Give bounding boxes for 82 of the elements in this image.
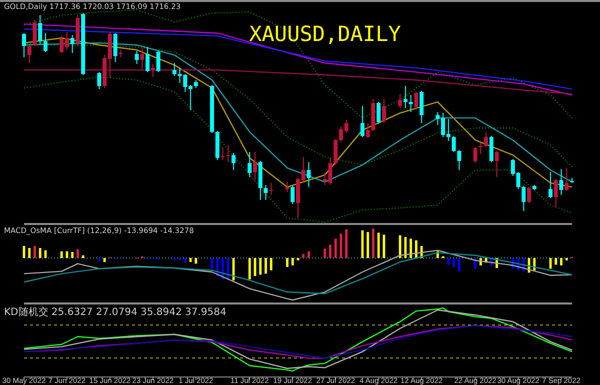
bar [554, 258, 558, 265]
candlestick [140, 48, 144, 70]
candlestick [334, 138, 338, 166]
bar [291, 258, 294, 266]
candlestick [554, 178, 558, 208]
candlestick [564, 167, 569, 192]
candlestick [420, 90, 424, 124]
candlestick [134, 50, 139, 65]
candlestick [398, 93, 402, 108]
bar [560, 258, 562, 266]
candlestick [414, 91, 418, 110]
chart-title: XAUUSD,DAILY [249, 22, 402, 46]
candlestick [522, 186, 526, 212]
bar [366, 232, 370, 258]
bar [98, 258, 100, 262]
bar [264, 258, 267, 274]
bar [60, 251, 63, 258]
candlestick [376, 101, 381, 124]
candlestick [408, 94, 413, 113]
bar [28, 248, 31, 258]
candlestick [113, 32, 118, 62]
candlestick [22, 32, 26, 58]
bar [82, 255, 84, 258]
candlestick [290, 186, 295, 205]
bar [410, 238, 412, 258]
candlestick [366, 122, 370, 139]
bar [71, 252, 74, 258]
candlestick [473, 146, 478, 164]
bar [194, 258, 198, 264]
bar [270, 258, 272, 270]
candlestick [478, 142, 483, 155]
candlestick [403, 85, 408, 108]
candlestick [484, 131, 488, 148]
candlestick [360, 106, 364, 138]
candlestick [452, 136, 456, 152]
bar [452, 258, 456, 267]
candlestick [172, 62, 176, 76]
bar [286, 258, 288, 267]
candlestick [150, 64, 155, 78]
candlestick [38, 14, 42, 44]
candlestick [559, 168, 564, 196]
bar [458, 258, 460, 272]
candlestick [306, 162, 311, 188]
annotation: KD随机交 25.6327 27.0794 35.8942 37.9584 [4, 306, 226, 318]
candlestick [248, 151, 252, 178]
candlestick [489, 136, 494, 163]
candlestick [285, 181, 290, 192]
candlestick [382, 98, 386, 124]
candlestick [527, 186, 532, 204]
candlestick [253, 151, 258, 181]
bar [76, 249, 79, 258]
candlestick [32, 19, 37, 47]
candlestick [220, 146, 225, 160]
candlestick [232, 152, 236, 171]
bar [398, 235, 402, 258]
bar [308, 251, 310, 258]
bar [302, 254, 305, 258]
bar [377, 232, 380, 258]
candlestick [548, 172, 553, 198]
bar [324, 248, 326, 258]
bar [38, 248, 42, 258]
bar [184, 258, 186, 263]
candlestick [27, 44, 32, 64]
candlestick [97, 72, 102, 90]
candlestick [156, 50, 160, 73]
bar [248, 258, 251, 280]
candlestick [70, 34, 74, 54]
bar [447, 258, 450, 265]
bar [334, 238, 337, 258]
candlestick [494, 150, 499, 178]
candlestick [264, 184, 268, 200]
candlestick [43, 32, 48, 52]
candlestick [226, 144, 230, 163]
bar [345, 229, 348, 258]
bar [259, 258, 262, 275]
candlestick [269, 182, 274, 196]
bar [34, 246, 36, 258]
bar [372, 228, 374, 258]
candlestick [457, 149, 462, 171]
candlestick [146, 46, 150, 73]
bar [329, 244, 332, 258]
bar [103, 258, 106, 262]
